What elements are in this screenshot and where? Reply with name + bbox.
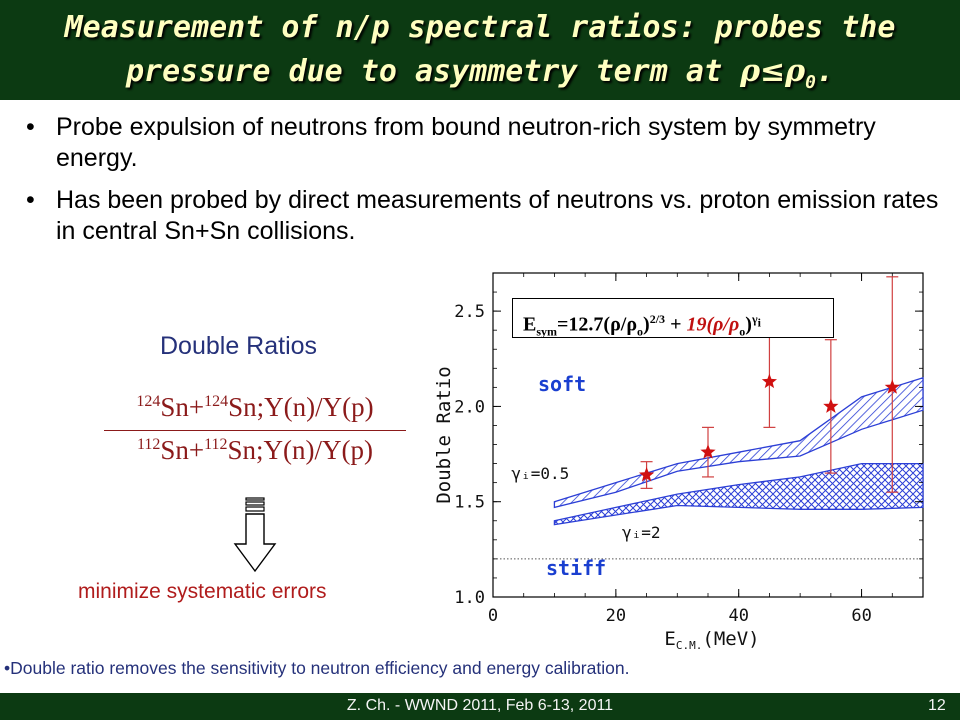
stiff-label: stiff	[546, 556, 607, 580]
bullet-text: Probe expulsion of neutrons from bound n…	[56, 113, 876, 172]
title-line-2: pressure due to asymmetry term at	[125, 54, 741, 89]
x-tick-label: 40	[728, 606, 748, 626]
title-bar	[0, 0, 960, 100]
x-axis-label-main: E	[664, 628, 675, 650]
y-tick-label: 2.0	[454, 397, 485, 417]
title-math: ρ≤ρ	[740, 54, 806, 89]
title-end: .	[815, 54, 835, 89]
title-line-1: Measurement of n/p spectral ratios: prob…	[64, 10, 896, 45]
x-tick-label: 0	[488, 606, 498, 626]
bullet-item: • Has been probed by direct measurements…	[18, 185, 948, 247]
slide-title: Measurement of n/p spectral ratios: prob…	[30, 6, 930, 105]
gamma-2-label: γᵢ=2	[622, 523, 661, 542]
y-tick-label: 2.5	[454, 302, 485, 322]
model-band	[553, 462, 924, 526]
page-number: 12	[928, 697, 946, 714]
x-tick-label: 60	[851, 606, 871, 626]
double-ratio-plot: 0 20 40 60 1.0 1.5 2.0 2.5 Double Ratio EC.M.(MeV…	[433, 272, 924, 652]
symmetry-energy-equation: Esym=12.7(ρ/ρo)2/3 + 19(ρ/ρo)γi	[512, 298, 834, 339]
bottom-note: •Double ratio removes the sensitivity to…	[4, 658, 630, 678]
data-point-star	[700, 444, 716, 459]
data-point-star	[639, 467, 655, 482]
x-axis-label-unit: (MeV)	[702, 628, 759, 650]
gamma-0.5-label: γᵢ=0.5	[511, 464, 569, 483]
bullet-list: • Probe expulsion of neutrons from bound…	[18, 112, 948, 258]
double-ratios-title: Double Ratios	[160, 332, 318, 360]
minimize-errors-label: minimize systematic errors	[78, 580, 327, 603]
soft-label: soft	[538, 372, 587, 396]
footer-bar	[0, 693, 960, 720]
data-point-star	[823, 398, 839, 413]
fraction-numerator: 124Sn+124Sn;Y(n)/Y(p)	[136, 392, 374, 422]
x-tick-label: 20	[606, 606, 626, 626]
fraction-line	[104, 430, 406, 431]
y-tick-label: 1.5	[454, 493, 485, 513]
title-math-sub: 0	[805, 72, 816, 93]
footer-text: Z. Ch. - WWND 2011, Feb 6-13, 2011	[346, 697, 614, 714]
x-axis-label: EC.M.(MeV)	[664, 628, 759, 652]
bullet-item: • Probe expulsion of neutrons from bound…	[18, 112, 948, 174]
fraction-denominator: 112Sn+112Sn;Y(n)/Y(p)	[136, 435, 374, 465]
y-tick-label: 1.0	[454, 588, 485, 608]
bullet-marker: •	[26, 186, 35, 214]
bullet-marker: •	[26, 113, 35, 141]
bullet-text: Has been probed by direct measurements o…	[56, 186, 939, 245]
x-axis-label-sub: C.M.	[676, 639, 703, 652]
data-point-star	[884, 379, 900, 394]
double-ratio-fraction: 124Sn+124Sn;Y(n)/Y(p) 112Sn+112Sn;Y(n)/Y…	[96, 392, 414, 471]
down-arrow-icon	[233, 497, 277, 573]
data-point-star	[761, 373, 777, 389]
y-axis-label: Double Ratio	[433, 366, 455, 503]
